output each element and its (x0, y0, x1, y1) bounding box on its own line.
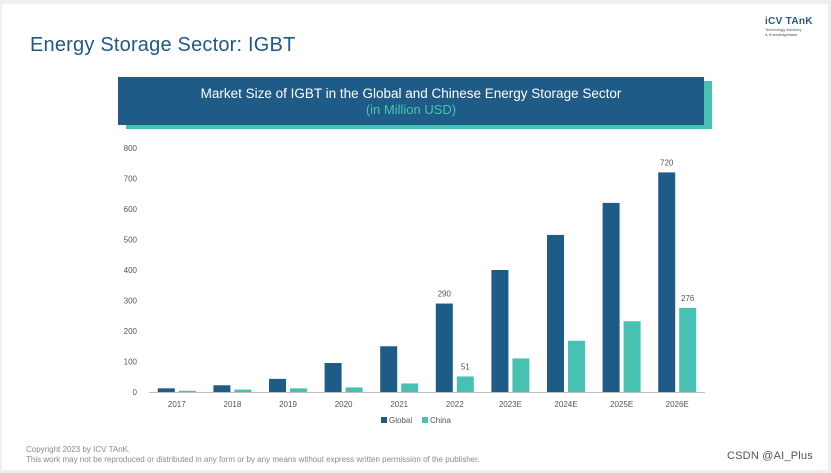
chart-title: Market Size of IGBT in the Global and Ch… (200, 86, 622, 101)
bar-china (178, 390, 196, 392)
bar-china (345, 387, 363, 392)
chart-banner: Market Size of IGBT in the Global and Ch… (118, 77, 704, 125)
bar-global (380, 346, 398, 392)
bar-china (568, 340, 585, 392)
y-tick-label: 200 (124, 327, 138, 336)
bar-global (324, 363, 342, 392)
x-tick-label: 2023E (499, 400, 522, 409)
bar-china (623, 321, 641, 392)
bar-global (658, 172, 676, 392)
legend-swatch-china (422, 417, 428, 423)
y-tick-label: 800 (124, 144, 138, 153)
legend-label-global: Global (389, 416, 412, 425)
x-tick-label: 2021 (390, 400, 408, 409)
bar-china (234, 389, 252, 392)
y-tick-label: 600 (124, 205, 138, 214)
y-tick-label: 100 (124, 358, 138, 367)
logo-subtitle-1: Technology Advisory (765, 27, 802, 32)
logo-text: iCV TAnK (765, 16, 813, 27)
chart-subtitle: (in Million USD) (365, 102, 457, 117)
bar-global (213, 385, 231, 392)
legend-swatch-global (381, 417, 387, 423)
data-label: 290 (438, 290, 452, 299)
data-label: 276 (681, 294, 695, 303)
y-tick-label: 700 (124, 175, 138, 184)
logo-subtitle-2: & Knowledgebase (765, 32, 798, 37)
bar-global (269, 378, 286, 392)
bar-china (401, 383, 419, 392)
y-tick-label: 500 (124, 236, 138, 245)
x-tick-label: 2022 (446, 400, 464, 409)
legend-label-china: China (430, 416, 451, 425)
x-tick-label: 2026E (666, 400, 689, 409)
copyright-text: Copyright 2023 by ICV TAnK. (26, 445, 131, 454)
logo: iCV TAnK Technology Advisory & Knowledge… (765, 16, 823, 46)
bar-global (491, 270, 509, 392)
x-tick-label: 2017 (168, 400, 186, 409)
bar-china (679, 307, 697, 392)
page-title: Energy Storage Sector: IGBT (30, 34, 296, 56)
x-tick-label: 2025E (610, 400, 633, 409)
bar-global (157, 388, 175, 392)
data-label: 51 (461, 362, 470, 371)
y-tick-label: 400 (124, 266, 138, 275)
x-tick-label: 2020 (335, 400, 353, 409)
disclaimer-text: This work may not be reproduced or distr… (26, 455, 480, 464)
bar-global (435, 303, 453, 392)
bar-china (456, 376, 474, 392)
footer: Copyright 2023 by ICV TAnK. This work ma… (26, 445, 480, 465)
bar-global (547, 234, 564, 392)
x-tick-label: 2018 (224, 400, 242, 409)
x-tick-label: 2019 (279, 400, 297, 409)
watermark: CSDN @AI_Plus (727, 450, 813, 462)
bar-global (602, 202, 620, 392)
bar-china (512, 358, 530, 392)
x-tick-label: 2024E (554, 400, 577, 409)
data-label: 720 (660, 158, 674, 167)
bar-china (290, 388, 307, 392)
y-tick-label: 300 (124, 297, 138, 306)
y-tick-label: 0 (133, 388, 138, 397)
